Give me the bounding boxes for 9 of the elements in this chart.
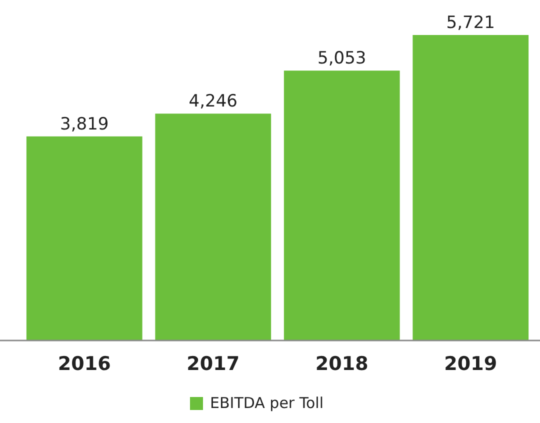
data-label: 3,819 — [60, 114, 109, 134]
x-tick-label: 2018 — [315, 353, 368, 375]
legend-label: EBITDA per Toll — [210, 394, 324, 412]
data-label: 4,246 — [188, 92, 238, 112]
data-label: 5,053 — [318, 48, 366, 69]
x-tick-label: 2016 — [58, 353, 111, 375]
data-label: 5,721 — [446, 13, 495, 33]
x-tick-label: 2019 — [444, 353, 498, 375]
x-tick-label: 2017 — [186, 353, 240, 375]
